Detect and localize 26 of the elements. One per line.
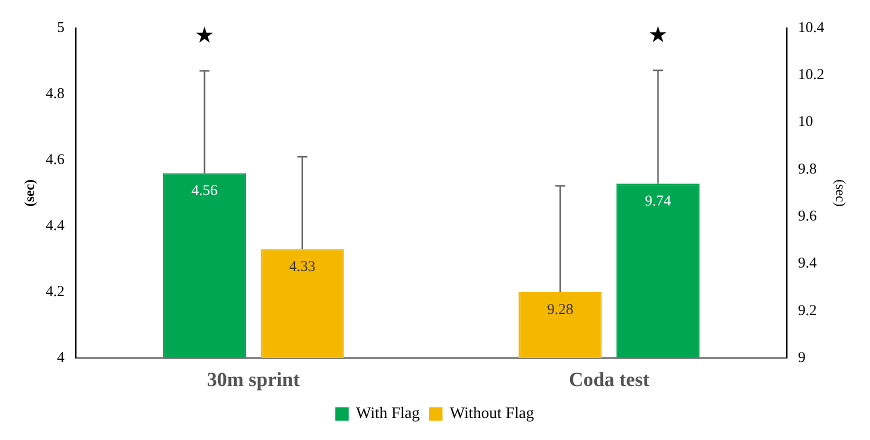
- data-label: 4.33: [289, 259, 316, 276]
- y2-tick-label: 9: [798, 350, 806, 366]
- y-tick-label: 4.6: [46, 152, 66, 168]
- annotation: ★: [648, 23, 668, 48]
- y2-axis-title: (sec): [832, 179, 847, 207]
- y2-tick-label: 10.2: [798, 67, 824, 84]
- y-tick-label: 4.2: [46, 284, 65, 300]
- y-tick-label: 5: [57, 20, 65, 36]
- y-tick-label: 4.4: [46, 218, 66, 234]
- y2-tick-label: 10.4: [798, 20, 825, 36]
- y-axis-title: (sec): [23, 179, 38, 207]
- x-tick-label: 30m sprint: [207, 369, 300, 392]
- legend-label: With Flag: [356, 405, 420, 422]
- y-tick-label: 4.8: [46, 86, 65, 102]
- annotation: ★: [194, 24, 214, 49]
- data-label: 9.74: [644, 194, 672, 210]
- legend-label: Without Flag: [450, 405, 534, 422]
- y2-tick-label: 9.8: [798, 161, 817, 178]
- y2-tick-label: 9.4: [798, 256, 818, 272]
- data-label: 4.56: [191, 183, 218, 200]
- y-tick-label: 4: [57, 350, 66, 366]
- y2-tick-label: 9.2: [798, 302, 817, 319]
- data-label: 9.28: [547, 302, 574, 318]
- x-tick-label: Coda test: [568, 369, 650, 392]
- y2-tick-label: 9.6: [798, 208, 818, 225]
- y2-tick-label: 10: [798, 114, 813, 130]
